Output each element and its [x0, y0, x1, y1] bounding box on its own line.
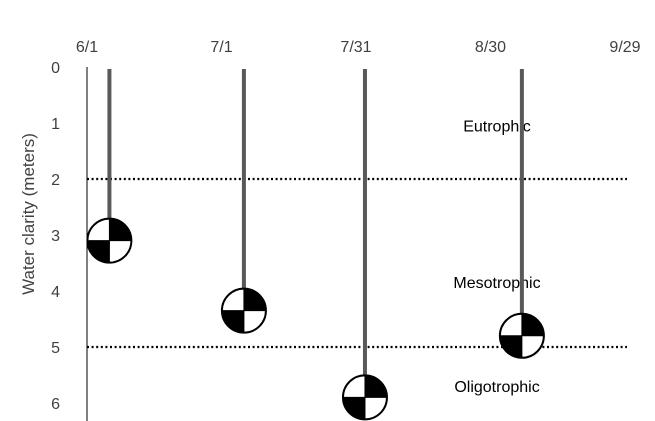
y-tick-label-3: 3 [51, 228, 60, 245]
y-tick-label-5: 5 [51, 340, 60, 357]
y-tick-labels: 0 1 2 3 4 5 6 [51, 60, 60, 413]
threshold-lines [87, 177, 627, 349]
zone-label-1: Mesotrophic [453, 275, 540, 292]
x-tick-label-0: 6/1 [76, 39, 98, 56]
y-tick-label-1: 1 [51, 116, 60, 133]
zone-labels: Eutrophic Mesotrophic Oligotrophic [453, 118, 540, 395]
x-tick-label-4: 9/29 [609, 39, 640, 56]
x-tick-label-3: 8/30 [475, 39, 506, 56]
x-tick-label-2: 7/31 [340, 39, 371, 56]
y-tick-label-4: 4 [51, 284, 60, 301]
x-tick-label-1: 7/1 [210, 39, 232, 56]
x-tick-labels: 6/1 7/1 7/31 8/30 9/29 [76, 39, 641, 56]
secchi-disk-0 [86, 217, 133, 264]
y-tick-label-6: 6 [51, 396, 60, 413]
secchi-disk-3 [498, 312, 545, 359]
secchi-disk-2 [341, 374, 388, 421]
depth-stems [107, 69, 524, 378]
y-axis-title: Water clarity (meters) [19, 133, 38, 295]
y-tick-label-2: 2 [51, 172, 60, 189]
zone-label-0: Eutrophic [463, 118, 531, 135]
zone-label-2: Oligotrophic [454, 379, 539, 396]
secchi-disk-1 [220, 287, 267, 334]
secchi-disks [86, 217, 545, 421]
y-tick-label-0: 0 [51, 60, 60, 77]
